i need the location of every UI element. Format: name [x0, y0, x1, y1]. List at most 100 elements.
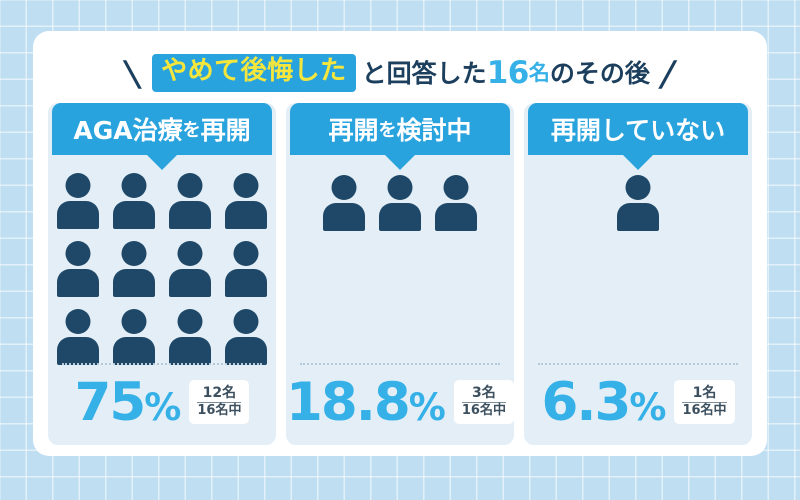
person-body [225, 201, 267, 229]
person-head [65, 173, 91, 198]
person-head [121, 241, 147, 266]
headline-respondent-count: 16 [486, 54, 530, 91]
person-body [113, 269, 155, 297]
person-icon [377, 175, 423, 231]
person-head [233, 241, 259, 266]
column-title-part: を [378, 120, 397, 141]
person-head [443, 175, 469, 200]
person-icon [167, 309, 213, 365]
person-head [121, 173, 147, 198]
slash-left-icon: \ [120, 52, 144, 94]
stat-row: 75% 12名 16名中 [48, 371, 276, 433]
person-icon [433, 175, 479, 231]
banner-notch-icon [623, 155, 653, 170]
person-head [177, 173, 203, 198]
person-body [57, 337, 99, 365]
person-icon [223, 309, 269, 365]
person-head [177, 241, 203, 266]
person-icon [55, 173, 101, 229]
banner-notch-icon [385, 155, 415, 170]
person-body [57, 201, 99, 229]
person-icon [321, 175, 367, 231]
pictogram-group [286, 165, 514, 380]
column-title-part: 検討中 [396, 116, 472, 145]
person-head [65, 309, 91, 334]
percent-sign: % [408, 385, 446, 429]
person-icon [223, 241, 269, 297]
person-body [57, 269, 99, 297]
fraction-numerator: 1名 [682, 385, 727, 404]
person-body [169, 337, 211, 365]
person-icon [167, 173, 213, 229]
fraction-numerator: 12名 [197, 385, 242, 404]
fraction-badge: 3名 16名中 [453, 379, 514, 425]
person-body [113, 337, 155, 365]
person-icon [615, 175, 661, 231]
person-body [379, 203, 421, 231]
person-body [113, 201, 155, 229]
result-column-2: 再開を検討中 18.8% 3名 16名中 [286, 103, 514, 445]
fraction-numerator: 3名 [461, 385, 506, 404]
person-head [177, 309, 203, 334]
column-title-part: を [182, 120, 201, 141]
headline: \ やめて後悔した と回答した 16 名 のその後 / [33, 49, 767, 97]
pictogram-row [55, 309, 269, 365]
column-title-banner: 再開していない [528, 103, 748, 155]
person-head [625, 175, 651, 200]
person-body [323, 203, 365, 231]
person-body [169, 201, 211, 229]
person-head [233, 173, 259, 198]
person-head [331, 175, 357, 200]
person-icon [111, 309, 157, 365]
pictogram-row [321, 175, 479, 231]
person-body [225, 269, 267, 297]
fraction-denominator: 16名中 [197, 403, 242, 419]
percentage-value: 6.3% [541, 376, 666, 429]
dotted-divider [538, 363, 738, 365]
person-body [225, 337, 267, 365]
person-icon [111, 241, 157, 297]
headline-tail-text: のその後 [549, 58, 650, 88]
person-icon [223, 173, 269, 229]
headline-plain-text: と回答した [361, 58, 487, 88]
pictogram-group [524, 165, 752, 380]
result-column-1: AGA治療を再開 75% 12名 16名中 [48, 103, 276, 445]
fraction-denominator: 16名中 [461, 403, 506, 419]
person-icon [55, 309, 101, 365]
result-column-3: 再開していない 6.3% 1名 16名中 [524, 103, 752, 445]
person-body [169, 269, 211, 297]
percentage-value: 75% [75, 376, 182, 429]
person-head [121, 309, 147, 334]
headline-counter-unit: 名 [528, 60, 550, 85]
column-title-banner: 再開を検討中 [290, 103, 510, 155]
slash-right-icon: / [656, 52, 680, 94]
infographic-card: \ やめて後悔した と回答した 16 名 のその後 / AGA治療を再開 75% 1… [33, 31, 767, 456]
person-icon [111, 173, 157, 229]
column-title-part: AGA治療 [73, 116, 183, 145]
stat-row: 18.8% 3名 16名中 [286, 371, 514, 433]
pictogram-group [48, 165, 276, 380]
fraction-badge: 1名 16名中 [674, 379, 735, 425]
person-head [65, 241, 91, 266]
person-body [617, 203, 659, 231]
percent-sign: % [144, 385, 182, 429]
percentage-number: 75 [74, 371, 147, 433]
percentage-number: 6.3 [541, 371, 631, 433]
headline-highlight: やめて後悔した [152, 54, 356, 92]
fraction-denominator: 16名中 [682, 403, 727, 419]
percent-sign: % [629, 385, 667, 429]
dotted-divider [300, 363, 500, 365]
fraction-badge: 12名 16名中 [189, 379, 250, 425]
column-title-part: 再開 [328, 116, 379, 145]
stat-row: 6.3% 1名 16名中 [524, 371, 752, 433]
percentage-number: 18.8 [286, 371, 411, 433]
pictogram-row [615, 175, 661, 231]
person-icon [167, 241, 213, 297]
person-icon [55, 241, 101, 297]
result-columns: AGA治療を再開 75% 12名 16名中 再開を検討中 18.8% 3名 16名中 再開してい… [48, 103, 752, 445]
percentage-value: 18.8% [286, 376, 446, 429]
person-body [435, 203, 477, 231]
pictogram-row [55, 173, 269, 229]
banner-notch-icon [147, 155, 177, 170]
column-title-banner: AGA治療を再開 [52, 103, 272, 155]
